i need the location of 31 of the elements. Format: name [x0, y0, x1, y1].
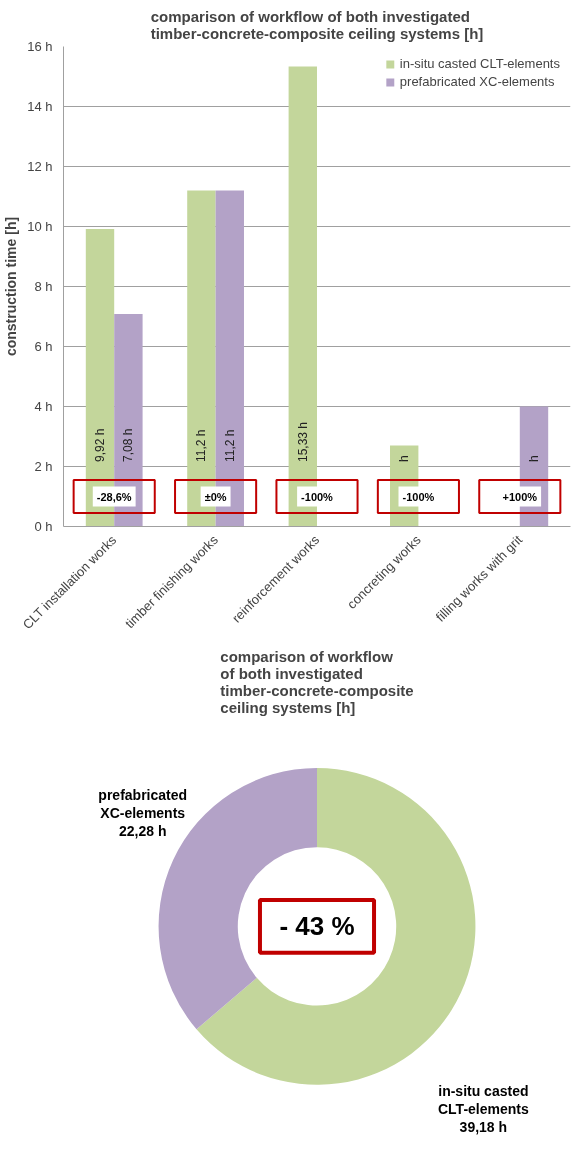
y-tick-label: 14 h [27, 99, 53, 114]
legend-label: prefabricated XC-elements [399, 74, 555, 89]
slice-label: in-situ casted CLT-elements [437, 1083, 529, 1118]
data-label: 9,92 h [93, 428, 107, 462]
y-tick-label: 10 h [27, 219, 53, 234]
y-tick-label: 8 h [34, 279, 53, 294]
slice-label: prefabricated XC-elements [98, 786, 188, 821]
chart-title: comparison of workflow of both investigated timber-concrete-composite ceiling systems [h] [150, 7, 484, 42]
data-label: 7,08 h [121, 428, 136, 462]
data-label: 22,28 h [118, 822, 167, 839]
chart-title: comparison of workflow of both investigated timber-concrete-composite ceiling systems [h] [220, 647, 414, 716]
y-tick-label: 12 h [27, 159, 53, 174]
annotation: +100% [502, 490, 538, 503]
y-axis-title: construction time [h] [3, 216, 20, 357]
annotation: ±0% [204, 490, 227, 503]
annotation: -100% [301, 490, 334, 503]
y-tick-label: 4 h [34, 399, 53, 414]
text: - 43 % [279, 911, 355, 942]
y-tick-label: 2 h [34, 459, 53, 474]
y-tick-label: 16 h [27, 39, 53, 54]
y-tick-label: 6 h [34, 339, 53, 354]
data-label: h [397, 455, 412, 462]
data-label: 39,18 h [459, 1119, 508, 1136]
data-label: 15,33 h [295, 421, 310, 462]
annotation: -100% [402, 490, 435, 503]
annotation: -28,6% [96, 490, 132, 503]
data-label: 11,2 h [194, 429, 209, 462]
y-tick-label: 0 h [34, 519, 53, 534]
data-label: h [527, 455, 541, 462]
legend-label: in-situ casted CLT-elements [399, 56, 560, 71]
data-label: 11,2 h [222, 429, 237, 462]
